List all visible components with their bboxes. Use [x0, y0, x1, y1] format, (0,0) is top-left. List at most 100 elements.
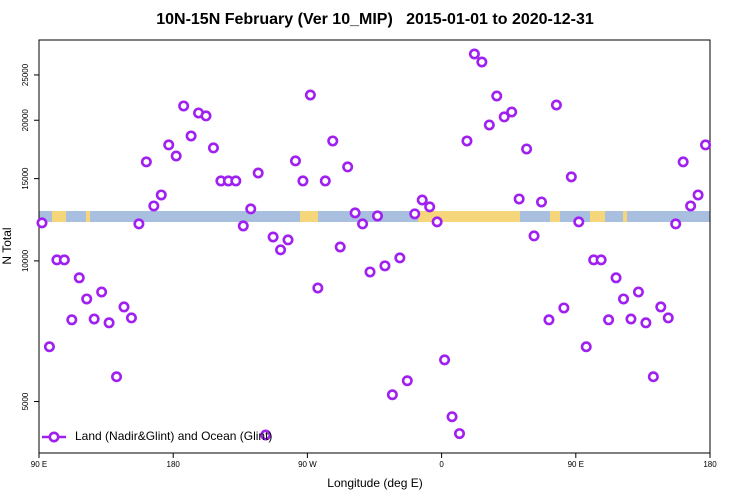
point: [163, 139, 175, 151]
x-tick-label: 90 W: [298, 460, 317, 469]
point: [260, 429, 272, 441]
plot-frame: [38, 39, 711, 454]
point: [312, 282, 324, 294]
point: [118, 301, 130, 313]
point: [550, 99, 562, 111]
point: [342, 161, 354, 173]
y-tick-label: 20000: [21, 109, 30, 132]
point: [334, 241, 346, 253]
point: [185, 130, 197, 142]
point: [506, 106, 518, 118]
point: [692, 189, 704, 201]
point: [595, 254, 607, 266]
point: [133, 218, 145, 230]
point: [453, 428, 465, 440]
point: [207, 142, 219, 154]
y-tick-label: 5000: [21, 392, 30, 410]
chart-title: 10N-15N February (Ver 10_MIP) 2015-01-01…: [156, 11, 594, 28]
point: [632, 286, 644, 298]
point: [103, 317, 115, 329]
point: [81, 293, 93, 305]
point: [125, 312, 137, 324]
y-tick-label: 25000: [21, 63, 30, 86]
point: [267, 231, 279, 243]
point: [521, 143, 533, 155]
y-tick-label: 15000: [21, 167, 30, 190]
point: [700, 139, 712, 151]
point: [319, 175, 331, 187]
point: [357, 218, 369, 230]
point: [483, 119, 495, 131]
y-axis-label: N Total: [0, 227, 14, 264]
point: [140, 156, 152, 168]
point: [386, 389, 398, 401]
x-axis-label: Longitude (deg E): [327, 476, 422, 490]
x-tick-label: 180: [703, 460, 717, 469]
point: [610, 272, 622, 284]
point: [461, 135, 473, 147]
point: [573, 216, 585, 228]
point: [275, 244, 287, 256]
point: [111, 371, 123, 383]
point: [655, 301, 667, 313]
point: [431, 216, 443, 228]
point: [58, 254, 70, 266]
point: [662, 312, 674, 324]
point: [565, 171, 577, 183]
point: [96, 286, 108, 298]
legend-marker: [48, 431, 60, 443]
point: [468, 48, 480, 60]
point: [88, 313, 100, 325]
point: [647, 371, 659, 383]
x-tick-label: 90 E: [568, 460, 584, 469]
point: [371, 210, 383, 222]
point: [230, 175, 242, 187]
point: [446, 411, 458, 423]
point: [677, 156, 689, 168]
y-tick-label: 10000: [21, 249, 30, 272]
point: [43, 341, 55, 353]
point: [364, 266, 376, 278]
point: [424, 201, 436, 213]
point: [200, 110, 212, 122]
point: [237, 220, 249, 232]
point: [252, 167, 264, 179]
point: [625, 313, 637, 325]
point: [536, 196, 548, 208]
point: [297, 175, 309, 187]
point: [349, 207, 361, 219]
point: [618, 293, 630, 305]
point: [640, 317, 652, 329]
legend-label: Land (Nadir&Glint) and Ocean (Glint): [75, 429, 272, 443]
point: [178, 100, 190, 112]
point: [148, 200, 160, 212]
point: [580, 341, 592, 353]
point: [170, 150, 182, 162]
point: [498, 111, 510, 123]
point: [558, 302, 570, 314]
point: [155, 189, 167, 201]
point: [439, 354, 451, 366]
point: [73, 272, 85, 284]
point: [491, 90, 503, 102]
point: [401, 375, 413, 387]
point: [670, 218, 682, 230]
x-tick-label: 0: [439, 460, 444, 469]
x-tick-label: 90 E: [31, 460, 47, 469]
point: [327, 135, 339, 147]
point: [394, 252, 406, 264]
point: [282, 234, 294, 246]
x-tick-label: 180: [167, 460, 181, 469]
point: [476, 56, 488, 68]
point: [304, 89, 316, 101]
point: [36, 217, 48, 229]
point: [416, 194, 428, 206]
point: [603, 314, 615, 326]
point: [543, 314, 555, 326]
point: [379, 260, 391, 272]
point: [685, 200, 697, 212]
point: [289, 155, 301, 167]
point: [66, 314, 78, 326]
point: [528, 230, 540, 242]
